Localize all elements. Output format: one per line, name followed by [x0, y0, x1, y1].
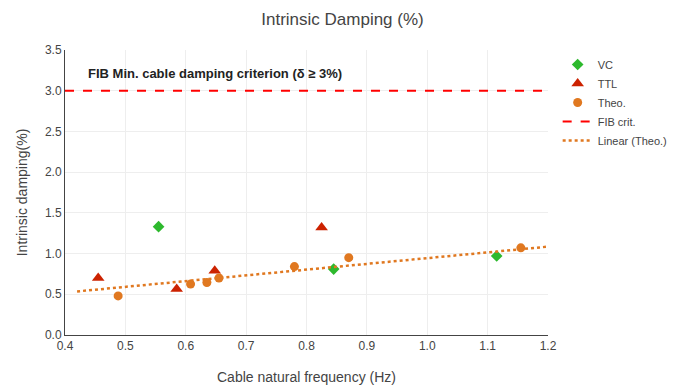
svg-text:3.5: 3.5: [45, 43, 62, 57]
svg-text:VC: VC: [598, 59, 613, 71]
svg-text:FIB crit.: FIB crit.: [598, 116, 636, 128]
svg-text:0.9: 0.9: [359, 339, 376, 353]
svg-text:Theo.: Theo.: [598, 97, 626, 109]
svg-text:FIB Min. cable damping criteri: FIB Min. cable damping criterion (δ ≥ 3%…: [88, 66, 342, 81]
svg-text:1.5: 1.5: [45, 206, 62, 220]
svg-text:Intrinsic Damping (%): Intrinsic Damping (%): [261, 10, 424, 29]
svg-text:1.0: 1.0: [45, 247, 62, 261]
svg-text:0.6: 0.6: [177, 339, 194, 353]
svg-text:0.0: 0.0: [45, 328, 62, 342]
svg-text:2.5: 2.5: [45, 125, 62, 139]
svg-text:Intrinsic damping(%): Intrinsic damping(%): [14, 129, 30, 257]
svg-text:0.4: 0.4: [57, 339, 74, 353]
svg-text:1.1: 1.1: [479, 339, 496, 353]
svg-text:1.0: 1.0: [419, 339, 436, 353]
svg-text:0.5: 0.5: [117, 339, 134, 353]
svg-text:Cable natural frequency (Hz): Cable natural frequency (Hz): [217, 369, 396, 385]
svg-text:0.8: 0.8: [298, 339, 315, 353]
svg-text:1.2: 1.2: [540, 339, 557, 353]
svg-text:0.7: 0.7: [238, 339, 255, 353]
svg-text:2.0: 2.0: [45, 165, 62, 179]
svg-text:3.0: 3.0: [45, 84, 62, 98]
svg-text:Linear (Theo.): Linear (Theo.): [598, 135, 667, 147]
svg-text:TTL: TTL: [598, 78, 618, 90]
svg-text:0.5: 0.5: [45, 287, 62, 301]
